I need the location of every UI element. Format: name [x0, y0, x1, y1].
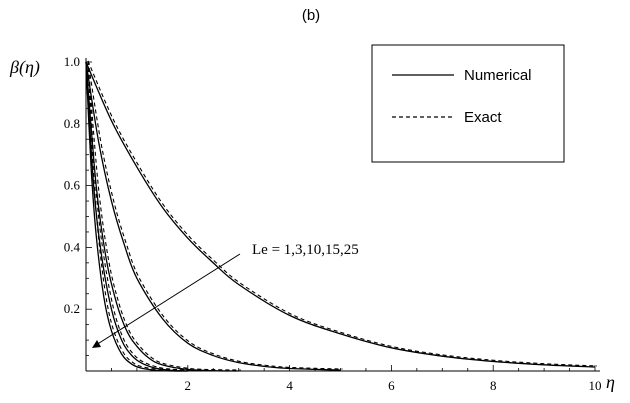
annotation-arrowhead-icon: [92, 340, 101, 348]
x-tick-label: 8: [490, 378, 497, 393]
x-axis-label: η: [606, 372, 615, 392]
panel-label: (b): [302, 7, 320, 24]
y-axis-label: β(η): [9, 57, 40, 78]
y-tick-label: 1.0: [64, 54, 80, 69]
numerical-curve-le-1: [85, 61, 596, 368]
numerical-curve-le-15: [85, 61, 188, 372]
exact-curve-le-15: [87, 60, 190, 371]
y-tick-label: 0.4: [64, 239, 81, 254]
y-tick-label: 0.2: [64, 301, 80, 316]
y-tick-label: 0.8: [64, 116, 80, 131]
exact-curve-le-3: [87, 60, 343, 370]
exact-curve-le-10: [87, 60, 241, 371]
x-tick-label: 10: [589, 378, 602, 393]
numerical-curve-le-10: [85, 61, 239, 372]
x-tick-label: 6: [388, 378, 395, 393]
legend-label-numerical: Numerical: [464, 67, 532, 84]
annotation-arrow-line: [95, 253, 241, 346]
legend-label-exact: Exact: [464, 109, 502, 126]
legend-box: [371, 44, 565, 163]
x-tick-label: 4: [286, 378, 293, 393]
curves: [85, 60, 598, 372]
exact-curve-le-25: [87, 60, 190, 371]
numerical-curve-le-25: [85, 61, 188, 372]
x-tick-label: 2: [185, 378, 192, 393]
annotation-text: Le = 1,3,10,15,25: [252, 242, 359, 258]
legend: Numerical Exact: [371, 44, 565, 163]
annotation: Le = 1,3,10,15,25: [92, 242, 359, 348]
y-tick-label: 0.6: [64, 178, 81, 193]
numerical-curve-le-3: [85, 61, 341, 371]
axes: 2 4 6 8 10 0.2 0.4 0.6 0.8 1.0 η β(η): [9, 54, 615, 393]
